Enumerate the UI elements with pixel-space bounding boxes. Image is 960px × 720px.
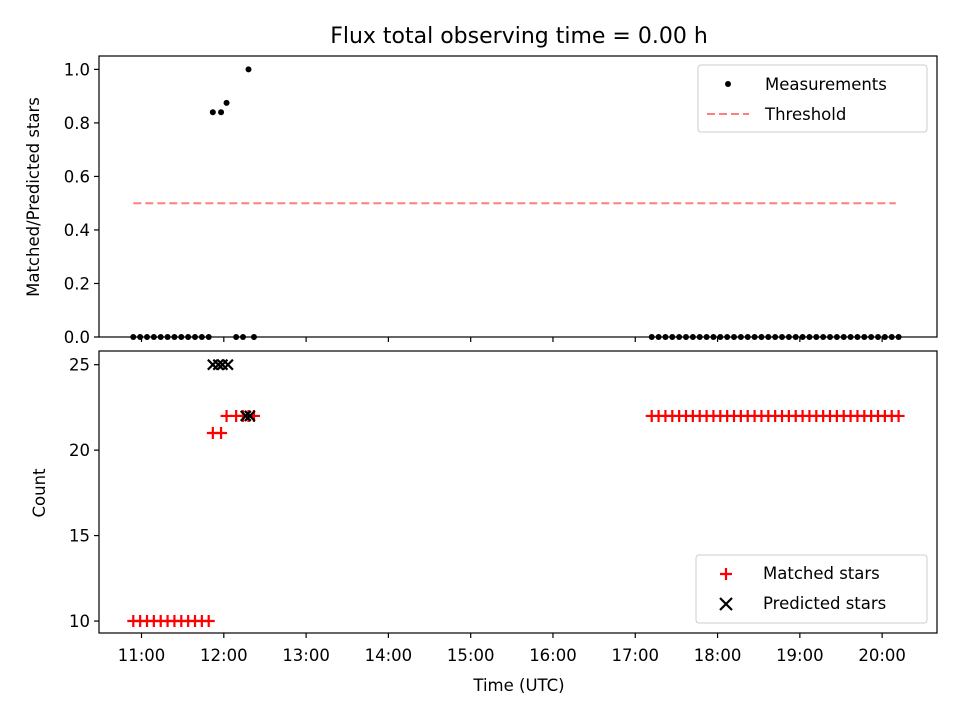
ratio-y-axis-label: Matched/Predicted stars xyxy=(24,97,43,297)
legend-measurements-marker xyxy=(725,81,731,87)
count-xtick-label: 15:00 xyxy=(447,646,495,665)
legend-threshold-label: Threshold xyxy=(764,105,846,124)
count-plot-area xyxy=(127,358,905,628)
predicted-star-marker xyxy=(212,358,225,371)
legend-predicted-marker xyxy=(719,597,733,611)
matched-star-marker xyxy=(892,409,905,422)
count-legend-box xyxy=(695,554,928,624)
count-axes-frame xyxy=(98,350,938,634)
count-xtick-label: 16:00 xyxy=(529,646,577,665)
count-ytick-label: 10 xyxy=(69,612,90,631)
measurement-point xyxy=(209,109,216,116)
count-ytick-label: 15 xyxy=(69,527,90,546)
count-ytick-label: 20 xyxy=(69,441,90,460)
ratio-ytick-label: 0.0 xyxy=(64,328,90,347)
ratio-x-ticks xyxy=(140,337,883,342)
ratio-ytick-label: 1.0 xyxy=(64,60,90,79)
x-axis-label: Time (UTC) xyxy=(472,676,564,695)
matched-star-marker xyxy=(215,427,228,440)
count-y-axis-label: Count xyxy=(30,468,49,518)
count-xtick-label: 14:00 xyxy=(365,646,413,665)
count-xtick-label: 19:00 xyxy=(776,646,824,665)
ratio-ytick-label: 0.2 xyxy=(64,274,90,293)
ratio-ytick-label: 0.4 xyxy=(64,221,90,240)
predicted-star-marker xyxy=(244,410,256,422)
ratio-legend: Measurements Threshold xyxy=(697,64,928,133)
count-xtick-label: 17:00 xyxy=(611,646,659,665)
ratio-ytick-label: 0.8 xyxy=(64,114,90,133)
count-y-ticks: 10 15 20 25 xyxy=(69,356,99,631)
count-xtick-label: 12:00 xyxy=(200,646,248,665)
matched-star-marker xyxy=(202,615,215,628)
measurement-point xyxy=(245,66,252,73)
ratio-ytick-label: 0.6 xyxy=(64,167,90,186)
count-xtick-label: 13:00 xyxy=(282,646,330,665)
ratio-legend-box xyxy=(697,64,928,133)
chart-title: Flux total observing time = 0.00 h xyxy=(330,24,708,49)
legend-measurements-label: Measurements xyxy=(765,75,887,94)
predicted-star-marker xyxy=(222,358,234,371)
legend-predicted-label: Predicted stars xyxy=(763,594,886,613)
legend-matched-label: Matched stars xyxy=(763,564,880,583)
ratio-panel: 0.0 0.2 0.4 0.6 0.8 1.0 Matched/Predicted sta… xyxy=(24,55,938,347)
legend-matched-marker xyxy=(720,568,732,580)
measurement-point xyxy=(223,99,230,106)
count-xtick-label: 20:00 xyxy=(858,646,906,665)
count-ytick-label: 25 xyxy=(69,356,90,375)
measurement-point xyxy=(218,109,225,116)
predicted-star-marker xyxy=(239,410,252,422)
count-x-ticks: 11:00 12:00 13:00 14:00 15:00 16:00 17:00 18:00… xyxy=(118,633,906,665)
count-xtick-label: 18:00 xyxy=(694,646,742,665)
count-legend: Matched stars Predicted stars xyxy=(695,554,928,624)
ratio-y-ticks: 0.0 0.2 0.4 0.6 0.8 1.0 xyxy=(64,60,99,347)
ratio-axes-frame xyxy=(98,55,938,338)
count-xtick-label: 11:00 xyxy=(118,646,166,665)
